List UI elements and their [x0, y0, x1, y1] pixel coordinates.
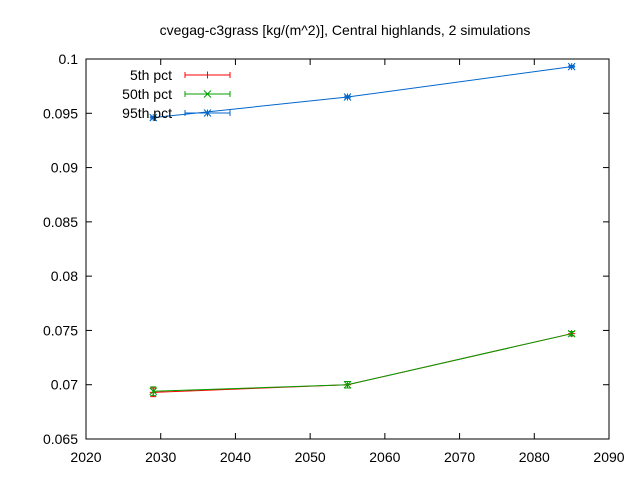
legend-errorbar-caps [184, 72, 231, 78]
y-tick-label: 0.065 [43, 431, 78, 447]
legend-label: 95th pct [122, 105, 172, 121]
legend-marker [203, 109, 212, 117]
series-line [153, 333, 572, 393]
axes: 2020 2030 2040 2050 2060 2070 2080 2090 0.065 0.0… [43, 51, 625, 465]
x-tick-label: 2040 [220, 449, 251, 465]
legend-entry: 50th pct [122, 86, 231, 102]
series-3 [149, 62, 576, 122]
x-tick-label: 2030 [145, 449, 176, 465]
y-tick-label: 0.09 [51, 160, 78, 176]
data-point [149, 113, 158, 122]
legend-marker [203, 90, 212, 98]
chart-title: cvegag-c3grass [kg/(m^2)], Central highl… [160, 22, 531, 38]
data-point [567, 329, 576, 338]
legend-marker [204, 71, 211, 79]
y-tick-label: 0.075 [43, 322, 78, 338]
plot-frame [85, 58, 610, 440]
data-point [343, 93, 352, 101]
x-tick-label: 2070 [444, 449, 475, 465]
legend-label: 5th pct [130, 67, 172, 83]
legend: 5th pct 50th pct 95th pct [122, 67, 231, 121]
y-tick-label: 0.1 [59, 51, 79, 67]
data-point [567, 62, 576, 71]
series-layer [149, 62, 576, 398]
series-1 [149, 330, 576, 398]
legend-errorbar-caps [184, 91, 231, 97]
legend-entry: 95th pct [122, 105, 231, 121]
series-2 [149, 329, 576, 397]
y-tick-label: 0.07 [51, 377, 78, 393]
x-tick-label: 2080 [519, 449, 550, 465]
x-tick-label: 2060 [369, 449, 400, 465]
legend-errorbar-caps [184, 110, 231, 116]
legend-label: 50th pct [122, 86, 172, 102]
y-tick-label: 0.08 [51, 268, 78, 284]
legend-entry: 5th pct [130, 67, 231, 83]
x-tick-label: 2090 [593, 449, 624, 465]
y-tick-label: 0.095 [43, 105, 78, 121]
data-point [149, 387, 158, 396]
series-line [153, 66, 572, 119]
x-tick-label: 2050 [295, 449, 326, 465]
data-point [343, 380, 352, 389]
x-tick-label: 2020 [70, 449, 101, 465]
series-line [153, 333, 572, 392]
y-tick-label: 0.085 [43, 214, 78, 230]
